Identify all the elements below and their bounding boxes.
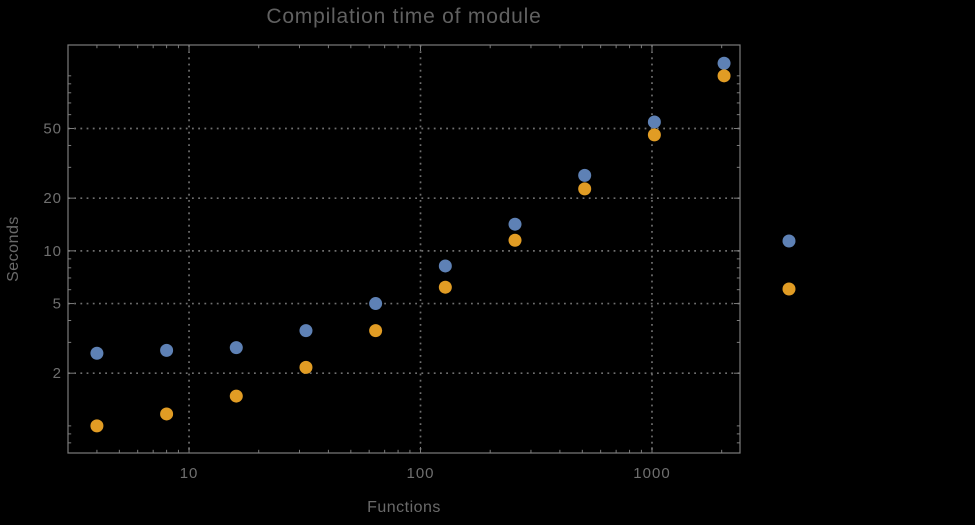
data-point-orange-series <box>438 280 452 294</box>
x-tick-label: 10 <box>180 465 199 482</box>
data-point-orange-series <box>160 407 174 421</box>
data-point-orange-series <box>299 360 313 374</box>
y-axis-label: Seconds <box>5 216 22 282</box>
data-point-orange-series <box>647 128 661 142</box>
data-point-blue-series <box>160 343 174 357</box>
x-tick-label: 100 <box>406 465 434 482</box>
x-axis-label: Functions <box>367 499 441 516</box>
data-point-blue-series <box>438 259 452 273</box>
data-point-orange-series <box>717 69 731 83</box>
data-point-orange-series <box>229 389 243 403</box>
data-point-blue-series <box>90 346 104 360</box>
y-tick-label: 20 <box>43 190 62 207</box>
data-point-blue-series <box>369 297 383 311</box>
y-tick-label: 10 <box>43 243 62 260</box>
legend-marker-2 <box>782 282 796 296</box>
x-tick-label: 1000 <box>633 465 670 482</box>
y-tick-label: 50 <box>43 120 62 137</box>
chart-title: Compilation time of module <box>266 5 542 28</box>
data-point-blue-series <box>508 217 522 231</box>
data-point-blue-series <box>717 56 731 70</box>
y-tick-label: 2 <box>53 365 62 382</box>
data-point-blue-series <box>229 341 243 355</box>
legend-marker-1 <box>782 234 796 248</box>
data-point-orange-series <box>508 233 522 247</box>
data-point-orange-series <box>578 182 592 196</box>
y-tick-label: 5 <box>53 296 62 313</box>
plot-frame <box>67 44 741 454</box>
data-point-blue-series <box>647 115 661 129</box>
data-point-blue-series <box>299 324 313 338</box>
data-point-blue-series <box>578 168 592 182</box>
data-point-orange-series <box>369 324 383 338</box>
data-point-orange-series <box>90 419 104 433</box>
